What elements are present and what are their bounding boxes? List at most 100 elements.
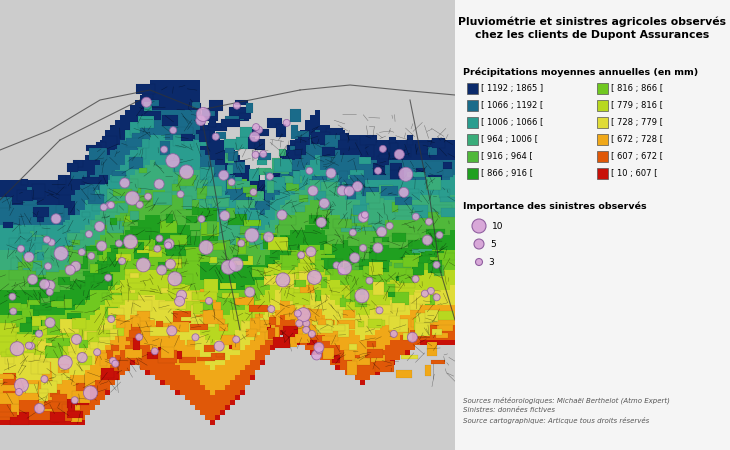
Bar: [315, 330, 320, 335]
Bar: [395, 320, 400, 325]
Bar: [30, 390, 35, 395]
Bar: [215, 295, 220, 300]
Bar: [15, 385, 20, 390]
Bar: [225, 245, 230, 250]
Bar: [375, 315, 380, 320]
Bar: [210, 215, 215, 220]
Bar: [42, 246, 55, 258]
Bar: [106, 351, 113, 360]
Bar: [0, 255, 5, 260]
Bar: [105, 195, 110, 200]
Bar: [105, 240, 110, 245]
Bar: [240, 380, 245, 385]
Bar: [410, 305, 415, 310]
Bar: [30, 395, 35, 400]
Bar: [390, 185, 395, 190]
Bar: [105, 210, 110, 215]
Bar: [351, 216, 362, 223]
Bar: [370, 345, 375, 350]
Bar: [10, 285, 15, 290]
Bar: [5, 295, 10, 300]
Bar: [405, 315, 410, 320]
Bar: [325, 185, 330, 190]
Bar: [435, 320, 440, 325]
Bar: [220, 385, 225, 390]
Bar: [365, 375, 370, 380]
Bar: [135, 150, 140, 155]
Bar: [415, 240, 420, 245]
Bar: [60, 330, 65, 335]
Bar: [270, 170, 275, 175]
Bar: [55, 275, 60, 280]
Bar: [140, 265, 145, 270]
Bar: [125, 295, 130, 300]
Bar: [5, 210, 10, 215]
Bar: [285, 200, 290, 205]
Bar: [55, 325, 60, 330]
Bar: [395, 230, 400, 235]
Bar: [170, 130, 175, 135]
Bar: [370, 190, 375, 195]
Bar: [131, 242, 144, 250]
Bar: [260, 315, 265, 320]
Bar: [160, 195, 165, 200]
Bar: [420, 185, 425, 190]
Bar: [205, 250, 210, 255]
Bar: [125, 195, 130, 200]
Bar: [210, 205, 215, 210]
Bar: [320, 160, 325, 165]
Bar: [365, 145, 370, 150]
Bar: [400, 315, 405, 320]
Bar: [295, 175, 300, 180]
Bar: [165, 270, 170, 275]
Bar: [5, 320, 10, 325]
Bar: [110, 315, 115, 320]
Bar: [115, 225, 120, 230]
Bar: [35, 255, 40, 260]
Bar: [113, 325, 123, 336]
Bar: [130, 205, 135, 210]
Bar: [110, 325, 115, 330]
Bar: [160, 325, 165, 330]
Bar: [215, 285, 220, 290]
Bar: [155, 175, 160, 180]
Bar: [95, 320, 100, 325]
Bar: [272, 158, 282, 172]
Bar: [320, 295, 325, 300]
Bar: [425, 145, 430, 150]
Bar: [245, 345, 250, 350]
Bar: [240, 390, 245, 395]
Bar: [185, 315, 190, 320]
Bar: [120, 205, 125, 210]
Bar: [31, 184, 45, 198]
Bar: [320, 355, 325, 360]
Circle shape: [123, 235, 137, 249]
Bar: [455, 225, 460, 230]
Bar: [215, 260, 220, 265]
Bar: [120, 160, 125, 165]
Bar: [360, 330, 365, 335]
Bar: [430, 165, 435, 170]
Bar: [315, 115, 320, 120]
Bar: [290, 315, 295, 320]
Bar: [25, 420, 30, 425]
Bar: [130, 285, 135, 290]
Bar: [405, 185, 410, 190]
Bar: [220, 230, 225, 235]
Bar: [145, 225, 150, 230]
Bar: [350, 330, 355, 335]
Bar: [285, 305, 290, 310]
Bar: [330, 250, 335, 255]
Bar: [135, 210, 140, 215]
Bar: [160, 140, 165, 145]
Bar: [65, 400, 70, 405]
Bar: [325, 210, 330, 215]
Bar: [115, 315, 125, 328]
Bar: [130, 215, 135, 220]
Bar: [380, 210, 385, 215]
Bar: [120, 365, 125, 370]
Bar: [380, 325, 385, 330]
Bar: [145, 250, 150, 255]
Bar: [415, 245, 420, 250]
Bar: [105, 360, 110, 365]
